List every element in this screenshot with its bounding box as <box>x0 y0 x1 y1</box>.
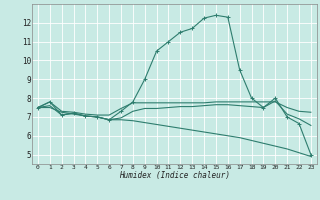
X-axis label: Humidex (Indice chaleur): Humidex (Indice chaleur) <box>119 171 230 180</box>
